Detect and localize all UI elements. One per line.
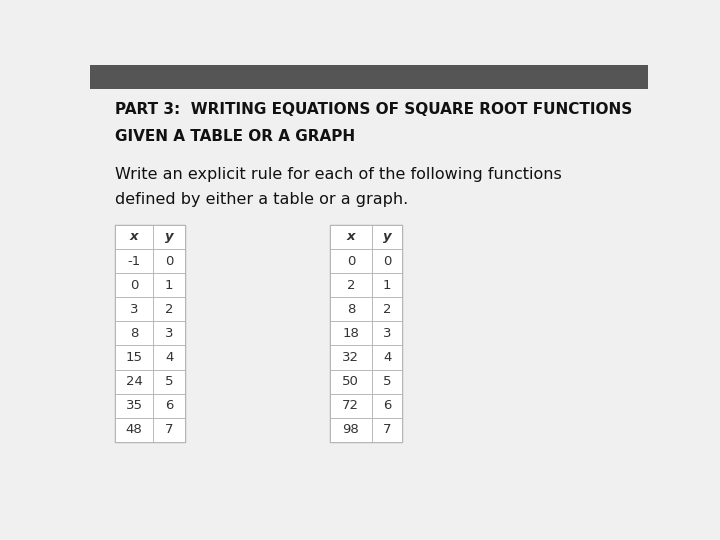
Bar: [330, 394, 372, 418]
Bar: [330, 369, 372, 394]
Bar: [153, 225, 186, 249]
Bar: [115, 297, 153, 321]
Bar: [153, 249, 186, 273]
Text: PART 3:  WRITING EQUATIONS OF SQUARE ROOT FUNCTIONS: PART 3: WRITING EQUATIONS OF SQUARE ROOT…: [115, 102, 632, 117]
Text: 72: 72: [343, 399, 359, 412]
Text: 50: 50: [343, 375, 359, 388]
Bar: [115, 394, 153, 418]
Bar: [115, 225, 186, 442]
Text: 4: 4: [165, 351, 174, 364]
Text: 0: 0: [165, 254, 174, 267]
Bar: [153, 321, 186, 346]
Text: 18: 18: [343, 327, 359, 340]
Bar: [153, 273, 186, 297]
Text: 0: 0: [383, 254, 392, 267]
Bar: [115, 273, 153, 297]
Text: 98: 98: [343, 423, 359, 436]
Bar: [372, 346, 402, 369]
Text: 15: 15: [125, 351, 143, 364]
Text: 32: 32: [343, 351, 359, 364]
Text: 4: 4: [383, 351, 392, 364]
Bar: [330, 225, 372, 249]
Bar: [330, 225, 402, 442]
Bar: [115, 418, 153, 442]
Bar: [153, 369, 186, 394]
Text: 0: 0: [130, 279, 138, 292]
Text: 2: 2: [346, 279, 355, 292]
Bar: [330, 418, 372, 442]
Bar: [115, 346, 153, 369]
Bar: [372, 394, 402, 418]
Text: 3: 3: [130, 303, 138, 316]
Bar: [115, 321, 153, 346]
Bar: [372, 273, 402, 297]
Bar: [153, 394, 186, 418]
Bar: [153, 418, 186, 442]
Text: GIVEN A TABLE OR A GRAPH: GIVEN A TABLE OR A GRAPH: [115, 129, 355, 144]
Text: 1: 1: [383, 279, 392, 292]
Bar: [330, 321, 372, 346]
Text: 7: 7: [383, 423, 392, 436]
Bar: [153, 297, 186, 321]
Bar: [115, 249, 153, 273]
Bar: [330, 249, 372, 273]
Bar: [372, 249, 402, 273]
Bar: [372, 297, 402, 321]
Bar: [153, 346, 186, 369]
Text: 1: 1: [165, 279, 174, 292]
Text: 5: 5: [383, 375, 392, 388]
Bar: [330, 297, 372, 321]
Text: 35: 35: [125, 399, 143, 412]
Text: 0: 0: [346, 254, 355, 267]
Text: 8: 8: [130, 327, 138, 340]
Text: 3: 3: [165, 327, 174, 340]
Bar: [330, 273, 372, 297]
Text: 8: 8: [346, 303, 355, 316]
Text: 7: 7: [165, 423, 174, 436]
Text: 24: 24: [126, 375, 143, 388]
Bar: [115, 369, 153, 394]
Text: 6: 6: [165, 399, 174, 412]
Bar: [330, 346, 372, 369]
Text: 48: 48: [126, 423, 143, 436]
Text: y: y: [383, 231, 392, 244]
Text: y: y: [165, 231, 174, 244]
Bar: [372, 321, 402, 346]
Text: defined by either a table or a graph.: defined by either a table or a graph.: [115, 192, 408, 207]
Text: 2: 2: [383, 303, 392, 316]
Text: 6: 6: [383, 399, 392, 412]
Text: -1: -1: [127, 254, 140, 267]
Bar: [115, 225, 153, 249]
Text: 2: 2: [165, 303, 174, 316]
Text: 5: 5: [165, 375, 174, 388]
Text: 3: 3: [383, 327, 392, 340]
Bar: [90, 65, 648, 89]
Text: x: x: [346, 231, 355, 244]
Text: x: x: [130, 231, 138, 244]
Bar: [372, 369, 402, 394]
Bar: [372, 418, 402, 442]
Text: Write an explicit rule for each of the following functions: Write an explicit rule for each of the f…: [115, 167, 562, 181]
Bar: [372, 225, 402, 249]
